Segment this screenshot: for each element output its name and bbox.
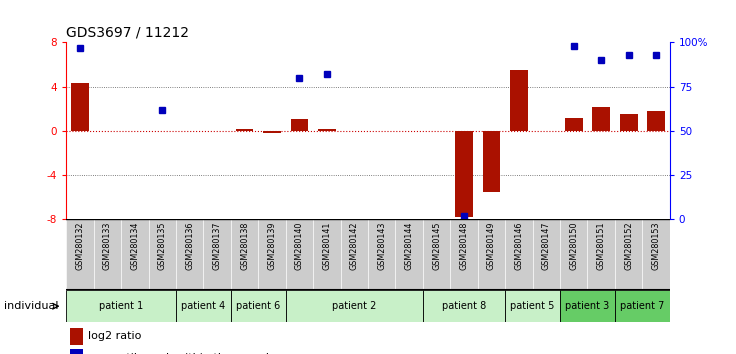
Text: GDS3697 / 11212: GDS3697 / 11212 — [66, 26, 189, 40]
Bar — [510, 70, 528, 131]
Text: log2 ratio: log2 ratio — [88, 331, 141, 341]
Bar — [313, 219, 341, 290]
Bar — [455, 131, 473, 217]
Text: GSM280136: GSM280136 — [185, 222, 194, 270]
Bar — [615, 290, 670, 322]
Bar — [505, 219, 533, 290]
Text: GSM280145: GSM280145 — [432, 222, 441, 270]
Bar — [231, 219, 258, 290]
Text: GSM280134: GSM280134 — [130, 222, 139, 270]
Bar — [560, 290, 615, 322]
Bar — [70, 349, 83, 354]
Text: GSM280152: GSM280152 — [624, 222, 633, 270]
Text: GSM280142: GSM280142 — [350, 222, 358, 270]
Text: percentile rank within the sample: percentile rank within the sample — [88, 353, 276, 354]
Bar — [592, 107, 610, 131]
Bar — [478, 219, 505, 290]
Bar — [258, 219, 286, 290]
Bar — [587, 219, 615, 290]
Bar — [263, 131, 281, 133]
Bar — [318, 129, 336, 131]
Bar — [291, 119, 308, 131]
Bar — [423, 290, 505, 322]
Bar — [560, 219, 587, 290]
Bar — [450, 219, 478, 290]
Bar — [368, 219, 395, 290]
Text: patient 1: patient 1 — [99, 301, 144, 311]
Text: patient 3: patient 3 — [565, 301, 609, 311]
Bar — [93, 219, 121, 290]
Text: GSM280140: GSM280140 — [295, 222, 304, 270]
Bar — [236, 129, 253, 131]
Text: GSM280144: GSM280144 — [405, 222, 414, 270]
Bar — [71, 84, 89, 131]
Bar — [231, 290, 286, 322]
Text: GSM280138: GSM280138 — [240, 222, 249, 270]
Bar — [483, 131, 500, 192]
Text: GSM280132: GSM280132 — [76, 222, 85, 270]
Text: GSM280141: GSM280141 — [322, 222, 331, 270]
Bar — [176, 290, 231, 322]
Bar — [286, 219, 313, 290]
Text: patient 5: patient 5 — [510, 301, 555, 311]
Bar — [121, 219, 149, 290]
Bar — [395, 219, 423, 290]
Bar — [341, 219, 368, 290]
Bar — [643, 219, 670, 290]
Text: patient 8: patient 8 — [442, 301, 486, 311]
Bar — [505, 290, 560, 322]
Text: GSM280148: GSM280148 — [459, 222, 469, 270]
Bar — [286, 290, 423, 322]
Text: patient 4: patient 4 — [181, 301, 225, 311]
Text: GSM280133: GSM280133 — [103, 222, 112, 270]
Text: GSM280137: GSM280137 — [213, 222, 222, 270]
Text: GSM280150: GSM280150 — [569, 222, 578, 270]
Text: GSM280153: GSM280153 — [651, 222, 660, 270]
Text: GSM280143: GSM280143 — [378, 222, 386, 270]
Text: GSM280135: GSM280135 — [158, 222, 167, 270]
Bar — [565, 118, 583, 131]
Text: GSM280147: GSM280147 — [542, 222, 551, 270]
Bar — [66, 219, 93, 290]
Text: GSM280146: GSM280146 — [514, 222, 523, 270]
Bar — [149, 219, 176, 290]
Bar — [423, 219, 450, 290]
Text: patient 7: patient 7 — [620, 301, 665, 311]
Bar — [176, 219, 203, 290]
Text: GSM280151: GSM280151 — [597, 222, 606, 270]
Bar — [647, 111, 665, 131]
Bar — [620, 114, 637, 131]
Text: GSM280149: GSM280149 — [487, 222, 496, 270]
Bar — [203, 219, 231, 290]
Bar — [533, 219, 560, 290]
Bar — [66, 290, 176, 322]
Text: GSM280139: GSM280139 — [267, 222, 277, 270]
Text: patient 6: patient 6 — [236, 301, 280, 311]
Text: patient 2: patient 2 — [332, 301, 377, 311]
Bar — [70, 328, 83, 345]
Text: individual: individual — [4, 301, 58, 311]
Bar — [615, 219, 643, 290]
